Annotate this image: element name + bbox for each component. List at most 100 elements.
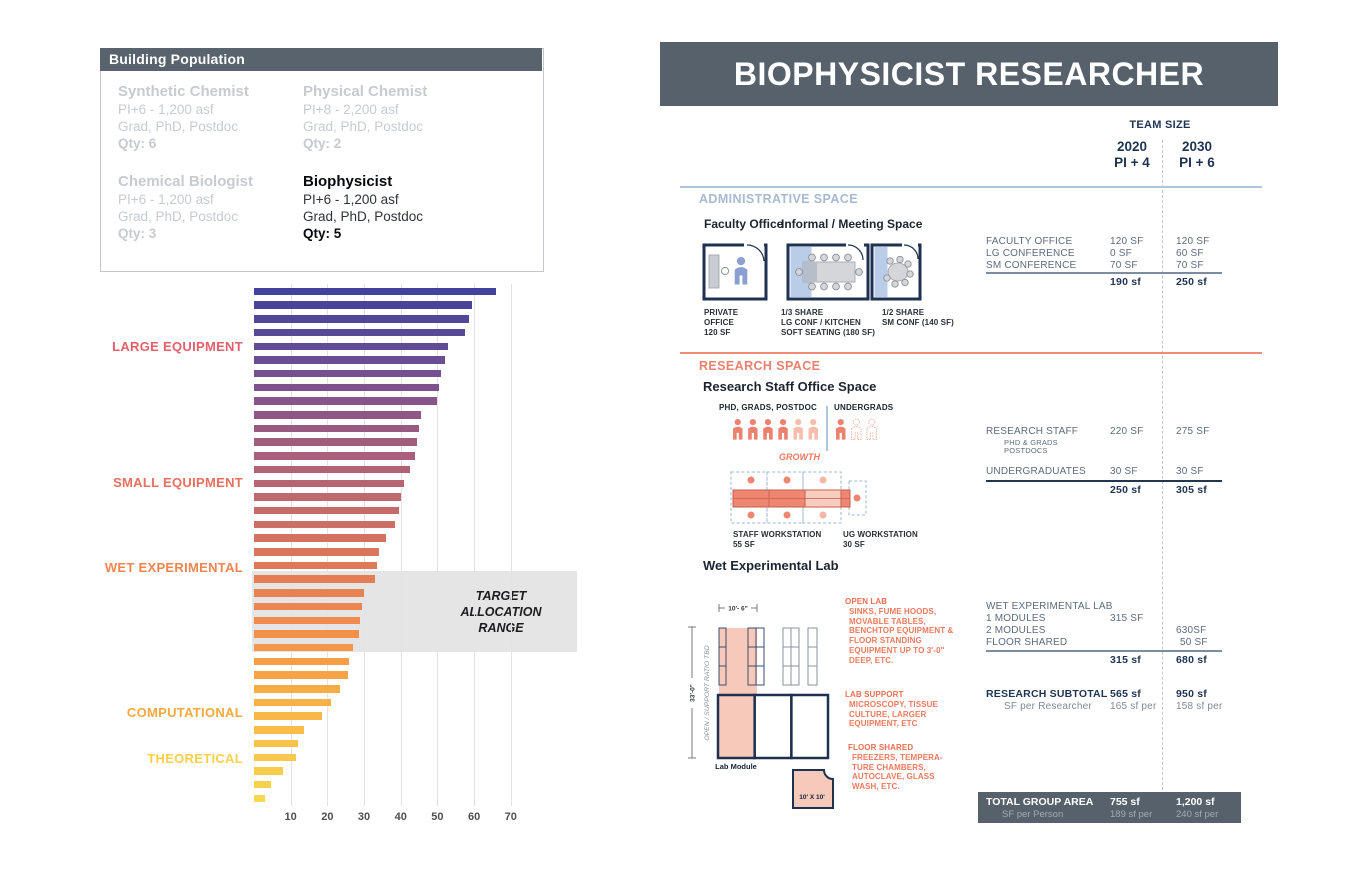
- table-row: WET EXPERIMENTAL LAB: [986, 601, 1113, 612]
- chart-bar: [254, 767, 284, 775]
- chart-gridline: [290, 284, 292, 806]
- door-arc: [903, 244, 919, 260]
- x-tick-label: 10: [284, 811, 297, 823]
- lab-module-diagram: 10'- 6" 33'-0" OPEN / SUPPORT RATIO TBD: [688, 604, 834, 809]
- chart-category-label: SMALL EQUIPMENT: [113, 475, 243, 491]
- kitchen-counter: [803, 262, 817, 282]
- chart-bar: [254, 726, 304, 734]
- chart-bar: [254, 780, 271, 789]
- admin-floor-plans: [702, 242, 922, 301]
- person-icon: [836, 418, 846, 440]
- undergrad-people-icons: [836, 418, 877, 441]
- sf-per-researcher-row: SF per Researcher 165 sf per 158 sf per: [1004, 701, 1223, 712]
- card-name: Synthetic Chemist: [118, 83, 249, 100]
- person-icon: [793, 418, 803, 440]
- chart-bar: [254, 575, 376, 583]
- chairs: [795, 253, 863, 291]
- person-icon: [851, 418, 862, 441]
- chart-bar: [254, 506, 399, 515]
- card-qty: Qty: 5: [303, 226, 342, 241]
- card-qty: Qty: 3: [118, 226, 157, 241]
- chart-bar: [254, 643, 354, 652]
- wet-lab-total-row: 315 sf 680 sf: [1110, 654, 1207, 666]
- meeting-room-plan: [786, 242, 870, 301]
- open-lab-note: OPEN LAB SINKS, FUME HOODS, MOVABLE TABL…: [845, 597, 954, 665]
- open-lab-zone: [719, 628, 757, 695]
- chart-bar: [254, 465, 410, 474]
- card-detail: PI+6 - 1,200 asf: [118, 192, 214, 207]
- height-dimension: [688, 626, 696, 759]
- chart-category-label: WET EXPERIMENTAL: [104, 560, 243, 576]
- width-dimension: [718, 604, 758, 612]
- chart-bar: [254, 411, 421, 419]
- target-allocation-label: TARGET ALLOCATION RANGE: [460, 588, 542, 635]
- research-section-heading: RESEARCH SPACE: [699, 359, 821, 373]
- page-title: BIOPHYSICIST RESEARCHER: [660, 42, 1278, 106]
- chairs: [883, 255, 914, 288]
- table-row: RESEARCH STAFF 220 SF 275 SF: [986, 426, 1210, 437]
- chart-gridline: [327, 284, 329, 806]
- year-2030: 2030: [1181, 139, 1213, 154]
- chair: [720, 266, 730, 276]
- faculty-office-plan: [702, 242, 768, 301]
- faculty-office-label: Faculty Office: [704, 217, 784, 231]
- chart-category-label: COMPUTATIONAL: [126, 705, 243, 721]
- chart-bar: [254, 452, 416, 460]
- wet-lab-title: Wet Experimental Lab: [703, 558, 839, 573]
- card-detail: PI+6 - 1,200 asf: [118, 102, 214, 117]
- adjacent-benches: [782, 627, 818, 686]
- chart-bar: [254, 520, 396, 529]
- desk: [708, 254, 720, 289]
- research-office-title: Research Staff Office Space: [703, 379, 877, 394]
- target-allocation-band: TARGET ALLOCATION RANGE: [252, 571, 577, 652]
- table-row: 2 MODULES 630SF: [986, 625, 1207, 636]
- x-tick-label: 20: [321, 811, 334, 823]
- admin-section-heading: ADMINISTRATIVE SPACE: [699, 192, 858, 206]
- person-icon: [748, 418, 758, 440]
- table-row: LG CONFERENCE 0 SF 60 SF: [986, 248, 1204, 259]
- population-card-physical-chemist: Physical Chemist PI+8 - 2,200 asf Grad, …: [303, 82, 483, 153]
- workstation-diagram: [730, 471, 867, 524]
- card-name: Biophysicist: [303, 173, 393, 190]
- admin-total-row: 190 sf 250 sf: [1110, 276, 1207, 288]
- population-card-synthetic-chemist: Synthetic Chemist PI+6 - 1,200 asf Grad,…: [118, 82, 298, 153]
- chart-gridline: [474, 284, 476, 806]
- card-name: Chemical Biologist: [118, 173, 254, 190]
- person-icon: [778, 418, 788, 440]
- floor-shared-note: FLOOR SHARED FREEZERS, TEMPERA- TURE CHA…: [848, 743, 943, 792]
- team-size-heading: TEAM SIZE: [1129, 119, 1191, 131]
- chart-bar: [254, 548, 379, 556]
- research-table-rule: [986, 480, 1222, 482]
- chart-bar: [254, 301, 473, 309]
- chart-bar: [254, 753, 297, 762]
- x-tick-label: 40: [394, 811, 407, 823]
- person-icon: [808, 418, 818, 440]
- chart-bar: [254, 356, 445, 364]
- admin-table-rule: [986, 272, 1222, 274]
- admin-section-rule: [680, 186, 1262, 188]
- x-tick-label: 50: [431, 811, 444, 823]
- chart-bar: [254, 383, 440, 392]
- table-subrow: PHD & GRADS: [1004, 438, 1058, 447]
- table-subrow: POSTDOCS: [1004, 446, 1048, 455]
- card-detail: Grad, PhD, Postdoc: [118, 209, 239, 224]
- bench: [732, 489, 851, 508]
- lab-support-note: LAB SUPPORT MICROSCOPY, TISSUE CULTURE, …: [845, 690, 938, 729]
- per-person-row: SF per Person 189 sf per 240 sf per: [1002, 809, 1219, 820]
- x-tick-label: 70: [504, 811, 517, 823]
- door-arc: [847, 244, 864, 261]
- module-benches: [718, 627, 765, 686]
- share-zone: [874, 247, 888, 297]
- lg-conf-caption: 1/3 SHARE LG CONF / KITCHEN SOFT SEATING…: [781, 308, 875, 337]
- chart-bar: [254, 712, 322, 720]
- meeting-space-label: Informal / Meeting Space: [781, 217, 923, 231]
- x-tick-label: 60: [467, 811, 481, 823]
- team-2020: PI + 4: [1114, 154, 1150, 170]
- staff-people-icons: [733, 418, 818, 440]
- undergrad-group-label: UNDERGRADS: [834, 403, 894, 412]
- workstation-seats: [747, 476, 861, 519]
- private-office-caption: PRIVATE OFFICE 120 SF: [704, 308, 739, 337]
- table-row: FLOOR SHARED 50 SF: [986, 637, 1208, 648]
- card-detail: PI+8 - 2,200 asf: [303, 102, 399, 117]
- chart-bar: [254, 397, 438, 405]
